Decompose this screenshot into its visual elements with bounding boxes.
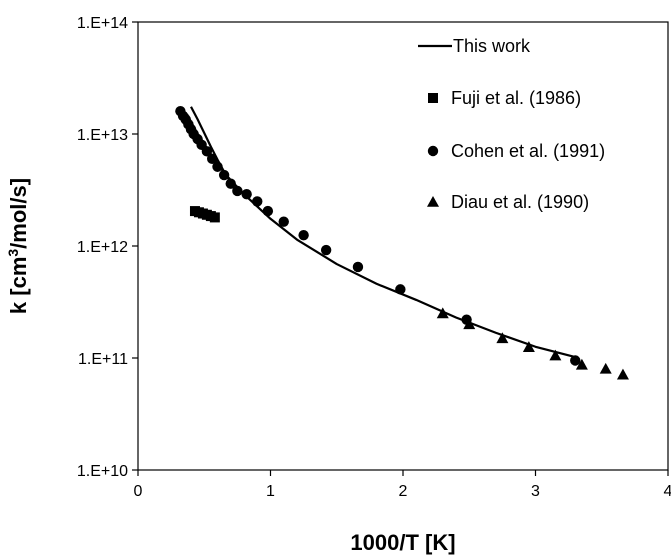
y-axis-title-superscript: 3 [5, 249, 21, 257]
y-tick-label: 1.E+12 [77, 239, 128, 256]
data-point [522, 341, 535, 352]
data-point [575, 358, 588, 370]
y-axis-title-prefix: k [cm [6, 257, 31, 314]
x-tick-label: 2 [399, 483, 408, 500]
y-tick-label: 1.E+11 [78, 351, 128, 368]
x-axis: 0 1 2 3 4 [134, 470, 671, 500]
series-triangle [436, 307, 629, 380]
plot-area [137, 21, 669, 471]
data-point [278, 216, 289, 227]
data-point [395, 284, 406, 295]
data-point [570, 355, 581, 366]
data-point [496, 332, 509, 344]
y-axis: 1.E+10 1.E+11 1.E+12 1.E+13 1.E+14 [77, 15, 138, 480]
legend-item: Fuji et al. (1986) [428, 88, 581, 108]
data-point [225, 178, 236, 189]
legend-item: Cohen et al. (1991) [427, 141, 605, 161]
data-point [262, 205, 274, 217]
data-point [201, 146, 213, 157]
legend-label: Fuji et al. (1986) [451, 88, 581, 108]
y-tick-label: 1.E+13 [77, 127, 128, 144]
plot-frame [137, 21, 669, 471]
y-tick-label: 1.E+10 [77, 463, 128, 480]
data-point [252, 196, 263, 207]
data-point [212, 161, 223, 172]
x-tick-label: 4 [664, 483, 671, 500]
legend-marker [427, 145, 439, 157]
legend-item: This work [418, 36, 531, 56]
legend-marker [428, 93, 438, 103]
data-point [209, 212, 220, 223]
legend-label: Diau et al. (1990) [451, 192, 589, 212]
legend-marker [427, 196, 439, 207]
data-point [616, 368, 629, 380]
data-point [241, 189, 252, 200]
data-point [298, 229, 309, 241]
series-square [189, 206, 220, 223]
legend: This work Fuji et al. (1986) Cohen et al. … [418, 36, 605, 212]
data-point [352, 261, 364, 273]
legend-item: Diau et al. (1990) [427, 192, 589, 212]
series-layer [175, 105, 629, 380]
data-point [463, 318, 476, 330]
data-point [232, 185, 243, 197]
data-point [549, 349, 562, 361]
y-tick-label: 1.E+14 [77, 15, 128, 32]
data-point [320, 244, 332, 256]
series-circle [175, 105, 581, 366]
y-axis-title: k [cm3/mol/s] [5, 178, 31, 314]
legend-label: Cohen et al. (1991) [451, 141, 605, 161]
x-tick-label: 1 [266, 483, 275, 500]
data-point [436, 307, 449, 319]
x-tick-label: 0 [134, 483, 143, 500]
y-axis-title-suffix: /mol/s] [6, 178, 31, 249]
legend-label: This work [453, 36, 531, 56]
data-point [599, 362, 612, 374]
data-point [218, 169, 230, 181]
x-tick-label: 3 [531, 483, 540, 500]
x-axis-title: 1000/T [K] [350, 530, 455, 555]
data-point [207, 153, 218, 165]
